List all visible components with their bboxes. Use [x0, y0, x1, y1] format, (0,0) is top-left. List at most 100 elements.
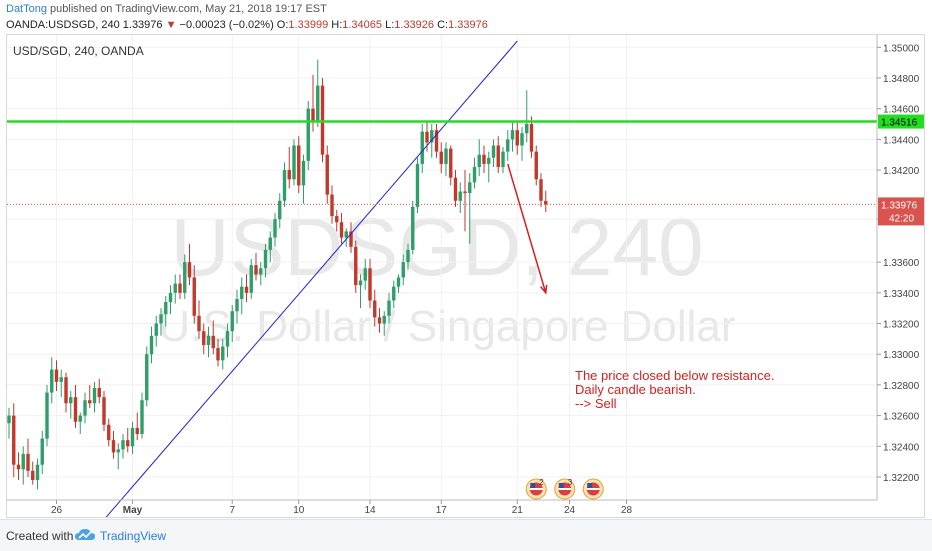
flag-stripe — [529, 488, 543, 490]
candle — [482, 145, 486, 174]
chart-title: USD/SGD, 240, OANDA — [13, 44, 144, 58]
price-tags: 1.34516 1.33976 42:20 — [878, 114, 924, 226]
candle — [463, 170, 467, 232]
candle — [240, 277, 244, 315]
candle — [320, 77, 325, 163]
event-count: 2 — [539, 478, 544, 487]
candle-body — [40, 438, 44, 465]
x-tick-label: 26 — [51, 505, 63, 516]
candle — [249, 259, 253, 299]
candle-body — [449, 148, 453, 178]
candle — [491, 139, 496, 167]
candle-body — [35, 464, 40, 481]
y-tick-label: 1.34200 — [883, 166, 920, 177]
chart-frame: USDSGD, 240 U.S. Dollar / Singapore Doll… — [6, 34, 925, 532]
candle-body — [368, 268, 372, 301]
candle — [444, 142, 448, 177]
candle-body — [520, 133, 524, 146]
candle — [211, 320, 215, 355]
candle-body — [439, 151, 443, 164]
candle-body — [26, 453, 30, 471]
candle-body — [268, 237, 272, 250]
candle — [377, 308, 382, 333]
close-label: C: — [437, 19, 449, 31]
candle-body — [197, 315, 201, 332]
candle — [7, 407, 11, 439]
candle-body — [358, 280, 363, 286]
grid — [7, 35, 877, 500]
candle-body — [539, 179, 543, 201]
candle-body — [211, 335, 215, 349]
candle-body — [59, 377, 63, 382]
candle-body — [491, 145, 496, 158]
candle-body — [88, 400, 92, 404]
candle-body — [235, 298, 239, 312]
last-price-text: 1.33976 — [122, 19, 163, 31]
candle-body — [434, 130, 439, 152]
candle — [363, 259, 367, 290]
candle — [88, 384, 92, 408]
candle-body — [420, 131, 424, 164]
y-tick-label: 1.32600 — [883, 412, 920, 423]
candle — [78, 412, 82, 435]
resistance-price-label: 1.34516 — [881, 118, 918, 129]
candle — [278, 193, 282, 229]
candle — [92, 381, 97, 413]
candle — [458, 182, 462, 214]
candle-body — [287, 170, 291, 180]
open-label: O: — [276, 19, 289, 31]
candle — [292, 139, 296, 186]
watermark-symbol: USDSGD, 240 — [170, 202, 703, 293]
candle — [344, 228, 348, 247]
candle-body — [244, 286, 249, 293]
candle-body — [12, 415, 16, 465]
y-tick-label: 1.32800 — [883, 381, 920, 392]
candle — [335, 209, 339, 232]
watermark: USDSGD, 240 U.S. Dollar / Singapore Doll… — [158, 202, 735, 351]
candle — [111, 430, 116, 459]
candle — [311, 74, 315, 132]
candle — [69, 391, 73, 419]
candle-body — [325, 154, 329, 195]
candle-body — [529, 124, 534, 152]
candle — [287, 147, 291, 189]
candle-body — [525, 124, 529, 134]
candle — [487, 151, 491, 183]
candle — [349, 222, 353, 253]
candle — [130, 421, 135, 454]
header-bar: DatTong published on TradingView.com, Ma… — [0, 0, 932, 34]
y-tick-label: 1.33600 — [883, 258, 920, 269]
candle — [206, 326, 211, 358]
candle-body — [401, 262, 405, 278]
flag-canton — [558, 483, 564, 488]
time-axis: 26 May 7 10 14 17 21 24 28 — [7, 499, 877, 516]
candle-body — [468, 182, 472, 194]
candle — [301, 154, 306, 204]
candle-body — [111, 440, 116, 453]
candle-body — [173, 283, 177, 293]
price-chart[interactable]: USDSGD, 240 U.S. Dollar / Singapore Doll… — [7, 35, 924, 532]
flag-stripe — [558, 488, 572, 490]
tradingview-link[interactable]: TradingView — [100, 529, 167, 543]
watermark-name: U.S. Dollar / Singapore Dollar — [158, 302, 735, 351]
candle — [192, 265, 196, 324]
candle — [506, 130, 510, 161]
candle — [339, 213, 344, 244]
candle — [434, 124, 439, 158]
y-tick-label: 1.34600 — [883, 105, 920, 116]
y-tick-label: 1.32200 — [883, 473, 920, 484]
candle — [159, 308, 163, 336]
author-link[interactable]: DatTong — [6, 3, 47, 15]
candle — [401, 254, 405, 286]
candle — [387, 292, 391, 324]
candle-body — [487, 157, 491, 164]
flag-canton — [587, 483, 593, 488]
candle — [102, 391, 106, 431]
candle-body — [130, 427, 135, 447]
flag-canton — [530, 483, 536, 488]
candle — [97, 378, 101, 404]
candle-body — [344, 231, 348, 238]
candle-body — [339, 222, 344, 238]
candle-body — [544, 200, 548, 205]
candle-body — [363, 268, 367, 281]
